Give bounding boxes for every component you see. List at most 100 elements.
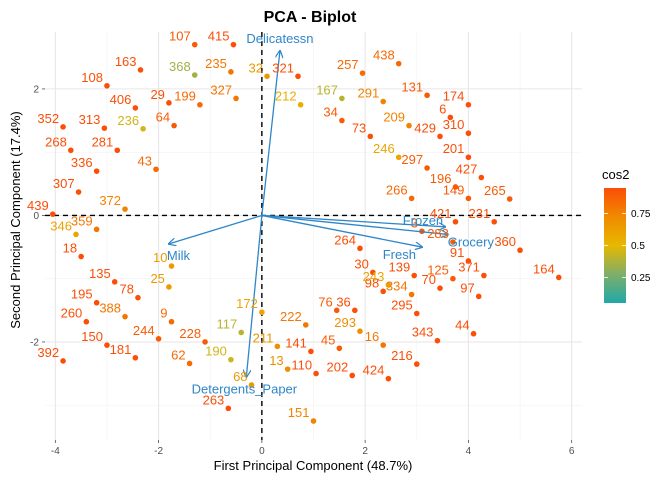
point-marker (465, 101, 472, 108)
point-marker (380, 288, 387, 295)
point-marker (49, 211, 56, 217)
point-label: 68 (233, 369, 247, 384)
point-marker (465, 130, 472, 137)
point-label: 212 (275, 89, 297, 104)
point-label: 44 (455, 318, 469, 333)
point-marker (506, 196, 513, 202)
point-label: 107 (169, 29, 191, 44)
point-label: 429 (414, 120, 436, 135)
variable-arrow (261, 214, 422, 247)
points (49, 41, 562, 424)
x-tick-label: 4 (466, 446, 472, 457)
legend-colorbar (604, 188, 626, 303)
point-marker (367, 133, 374, 140)
point-marker (228, 69, 234, 75)
point-label: 117 (216, 316, 237, 331)
legend-tick-label: 0.5 (631, 241, 645, 252)
point-marker (114, 147, 121, 154)
point-marker (385, 282, 392, 288)
point-label: 36 (336, 294, 350, 309)
point-label: 78 (119, 282, 133, 297)
point-label: 264 (334, 232, 356, 247)
point-label: 236 (117, 113, 139, 128)
point-label: 30 (354, 256, 368, 271)
point-marker (424, 165, 430, 171)
point-marker (274, 343, 281, 350)
variable-label: Detergents_Paper (192, 382, 298, 397)
point-marker (302, 322, 309, 328)
point-marker (101, 125, 108, 131)
point-marker (104, 82, 110, 89)
point-label: 13 (269, 353, 283, 368)
point-label: 246 (373, 141, 395, 156)
point-label: 244 (133, 323, 155, 338)
point-label: 70 (422, 272, 436, 287)
point-marker (248, 382, 255, 388)
point-label: 209 (383, 110, 405, 125)
point-label: 163 (115, 54, 137, 69)
point-marker (313, 370, 319, 377)
point-marker (73, 231, 79, 238)
variable-label: Frozen (403, 213, 443, 228)
point-marker (475, 293, 482, 300)
point-label: 141 (285, 335, 307, 350)
point-marker (186, 360, 193, 367)
point-marker (437, 133, 443, 140)
variable-arrow (246, 215, 263, 376)
point-label: 190 (205, 344, 227, 359)
y-tick-label: -2 (30, 337, 39, 348)
point-label: 76 (318, 294, 332, 309)
point-label: 372 (99, 193, 121, 208)
point-label: 388 (99, 301, 121, 316)
point-marker (140, 125, 146, 132)
x-tick-label: -4 (51, 446, 60, 457)
point-label: 98 (365, 275, 379, 290)
point-marker (424, 92, 430, 99)
point-label: 352 (37, 111, 59, 126)
point-marker (491, 218, 498, 225)
point-marker (93, 168, 100, 174)
point-label: 266 (386, 182, 408, 197)
point-label: 34 (323, 105, 337, 120)
x-tick-label: 2 (362, 446, 368, 457)
point-marker (78, 253, 84, 260)
point-marker (450, 239, 456, 245)
point-marker (380, 342, 387, 348)
point-label: 29 (150, 87, 164, 102)
x-axis-label: First Principal Component (48.7%) (214, 458, 413, 473)
point-marker (83, 318, 90, 325)
point-label: 327 (210, 82, 232, 97)
y-tick-label: 2 (33, 84, 39, 95)
point-marker (333, 307, 340, 314)
point-label: 62 (171, 347, 185, 362)
point-marker (60, 124, 66, 130)
point-marker (60, 358, 66, 364)
point-label: 110 (291, 358, 312, 373)
point-label: 346 (50, 218, 72, 233)
point-label: 260 (61, 306, 83, 321)
point-label: 10 (153, 250, 167, 265)
point-marker (93, 226, 100, 233)
point-marker (75, 189, 82, 195)
point-marker (310, 418, 317, 424)
point-label: 268 (45, 134, 67, 149)
variable-arrows (169, 51, 448, 377)
legend-tick-label: 0.75 (631, 209, 651, 220)
point-marker (295, 73, 301, 80)
point-label: 216 (391, 348, 413, 363)
legend: cos2 0.75 0.5 0.25 (602, 167, 651, 303)
point-label: 150 (81, 329, 103, 344)
point-marker (171, 122, 177, 129)
point-label: 73 (352, 120, 366, 135)
point-label: 6 (439, 101, 446, 116)
point-label: 211 (253, 330, 274, 345)
point-marker (452, 184, 459, 190)
point-marker (166, 284, 172, 290)
point-marker (370, 269, 376, 276)
point-label: 427 (456, 161, 478, 176)
point-label: 421 (430, 206, 452, 221)
point-label: 243 (363, 269, 385, 284)
point-label: 291 (358, 86, 380, 101)
point-marker (137, 67, 144, 73)
